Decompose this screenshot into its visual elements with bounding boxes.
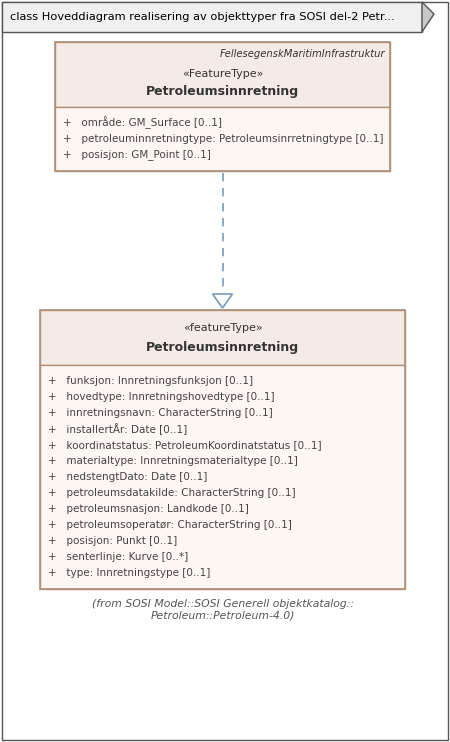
Text: +   petroleumsdatakilde: CharacterString [0..1]: + petroleumsdatakilde: CharacterString [… <box>48 488 296 498</box>
Polygon shape <box>422 2 434 32</box>
Text: +   posisjon: GM_Point [0..1]: + posisjon: GM_Point [0..1] <box>63 150 211 160</box>
Text: +   petroleumsnasjon: Landkode [0..1]: + petroleumsnasjon: Landkode [0..1] <box>48 504 249 514</box>
Text: +   senterlinje: Kurve [0..*]: + senterlinje: Kurve [0..*] <box>48 552 188 562</box>
Text: +   hovedtype: Innretningshovedtype [0..1]: + hovedtype: Innretningshovedtype [0..1] <box>48 392 274 402</box>
Text: +   petroleuminnretningtype: Petroleumsinrretningtype [0..1]: + petroleuminnretningtype: Petroleumsinr… <box>63 134 383 144</box>
Bar <box>55 107 390 171</box>
Text: «featureType»: «featureType» <box>183 323 262 333</box>
Text: +   petroleumsoperatør: CharacterString [0..1]: + petroleumsoperatør: CharacterString [0… <box>48 520 292 530</box>
Text: class Hoveddiagram realisering av objekttyper fra SOSI del-2 Petr...: class Hoveddiagram realisering av objekt… <box>10 12 395 22</box>
Bar <box>55 42 390 107</box>
Text: +   posisjon: Punkt [0..1]: + posisjon: Punkt [0..1] <box>48 536 177 546</box>
Text: +   koordinatstatus: PetroleumKoordinatstatus [0..1]: + koordinatstatus: PetroleumKoordinatsta… <box>48 440 322 450</box>
Bar <box>40 365 405 589</box>
Polygon shape <box>212 294 233 308</box>
Text: +   type: Innretningstype [0..1]: + type: Innretningstype [0..1] <box>48 568 211 578</box>
Bar <box>40 310 405 589</box>
Bar <box>2 2 422 32</box>
Text: +   innretningsnavn: CharacterString [0..1]: + innretningsnavn: CharacterString [0..1… <box>48 408 273 418</box>
Text: +   område: GM_Surface [0..1]: + område: GM_Surface [0..1] <box>63 116 222 129</box>
Bar <box>40 310 405 365</box>
Text: Petroleumsinnretning: Petroleumsinnretning <box>146 341 299 355</box>
Text: «FeatureType»: «FeatureType» <box>182 69 263 79</box>
Text: +   funksjon: Innretningsfunksjon [0..1]: + funksjon: Innretningsfunksjon [0..1] <box>48 376 253 386</box>
Text: FellesegenskMaritimInfrastruktur: FellesegenskMaritimInfrastruktur <box>220 49 385 59</box>
Text: Petroleumsinnretning: Petroleumsinnretning <box>146 85 299 99</box>
Text: +   installertÅr: Date [0..1]: + installertÅr: Date [0..1] <box>48 423 187 435</box>
Text: (from SOSI Model::SOSI Generell objektkatalog::
Petroleum::Petroleum-4.0): (from SOSI Model::SOSI Generell objektka… <box>91 599 354 620</box>
Text: +   materialtype: Innretningsmaterialtype [0..1]: + materialtype: Innretningsmaterialtype … <box>48 456 298 466</box>
Bar <box>55 42 390 171</box>
Text: +   nedstengtDato: Date [0..1]: + nedstengtDato: Date [0..1] <box>48 472 207 482</box>
